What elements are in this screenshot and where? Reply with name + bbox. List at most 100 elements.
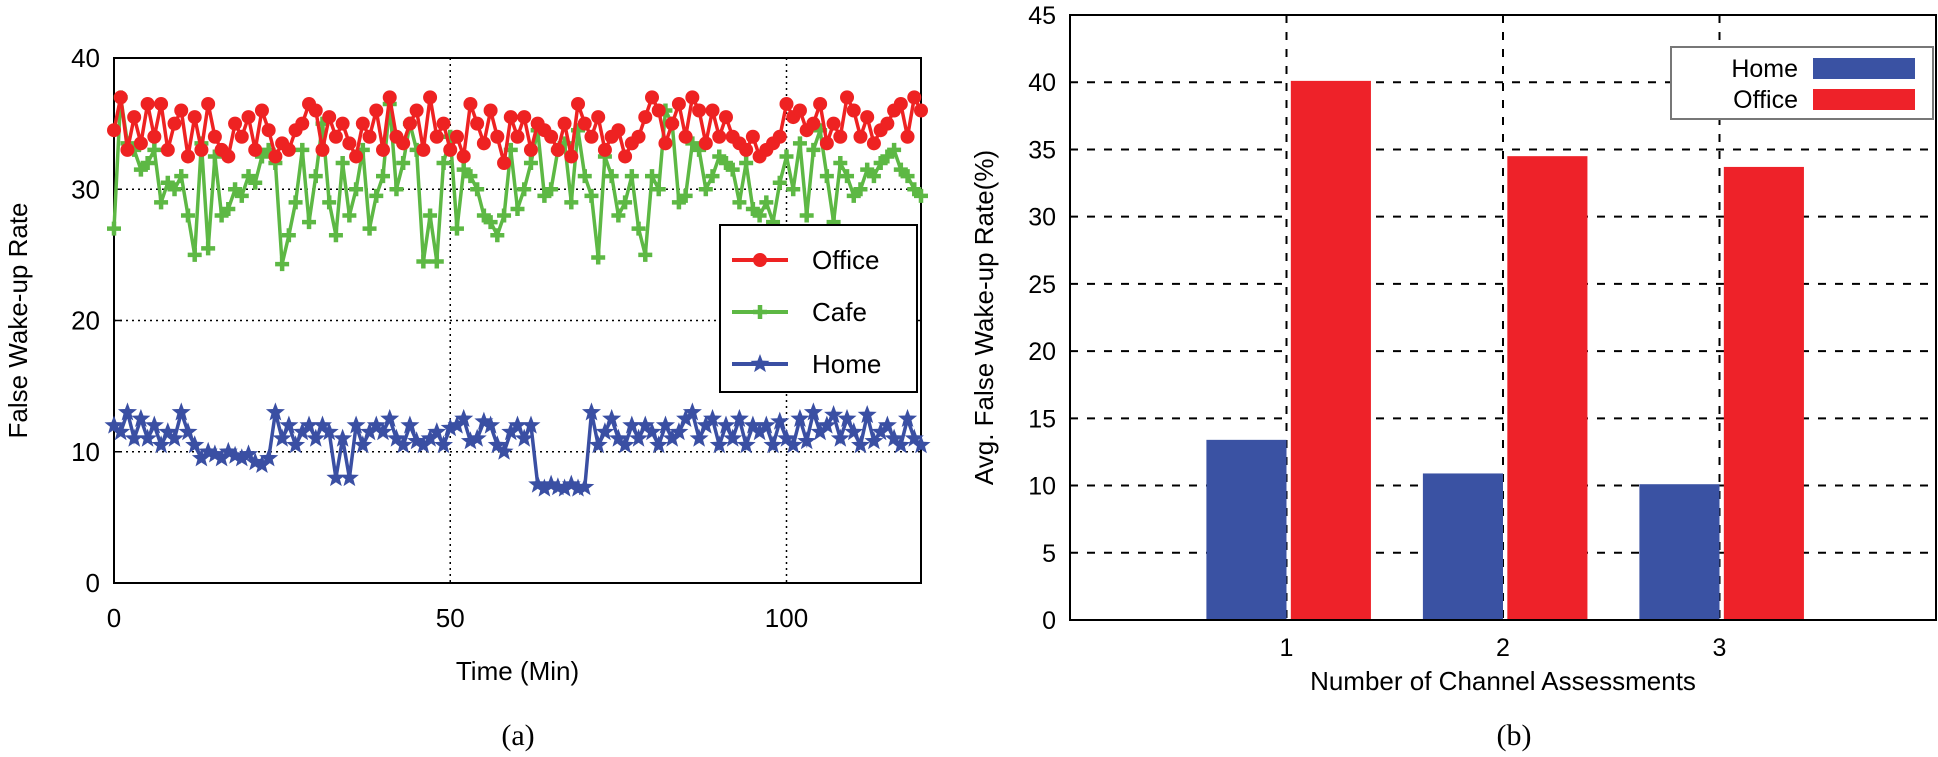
data-point [107, 123, 121, 138]
data-point [427, 422, 447, 441]
data-point [460, 431, 480, 450]
data-point [423, 90, 438, 105]
data-point [618, 149, 633, 164]
data-point [658, 136, 673, 151]
data-point [138, 428, 158, 447]
data-point [306, 428, 326, 447]
data-point [833, 156, 848, 170]
data-point [328, 228, 343, 243]
y-tick-label: 35 [1028, 136, 1056, 164]
data-point [111, 422, 131, 441]
data-point [315, 142, 330, 157]
data-point [360, 422, 380, 441]
data-point [218, 441, 238, 460]
data-point [671, 96, 686, 111]
data-point [174, 169, 189, 184]
data-point [638, 247, 653, 262]
data-point [622, 415, 642, 434]
data-point [154, 96, 169, 111]
data-point [407, 431, 427, 450]
data-point [577, 169, 592, 184]
data-point [642, 422, 662, 441]
data-point [806, 116, 821, 131]
data-point [382, 90, 397, 105]
data-point [481, 415, 501, 434]
data-point [577, 116, 592, 131]
data-point [248, 142, 263, 157]
y-axis-label: Avg. False Wake-up Rate(%) [969, 150, 999, 485]
data-point [678, 188, 693, 203]
data-point [413, 435, 433, 454]
data-point [288, 195, 303, 210]
data-point [239, 444, 258, 463]
data-point [120, 142, 135, 157]
data-point [366, 415, 386, 434]
bar-office [1723, 166, 1804, 620]
data-point [228, 116, 243, 131]
data-point [497, 156, 512, 170]
data-point [436, 156, 451, 170]
data-point [174, 103, 189, 118]
data-point [497, 208, 512, 223]
legend-marker [753, 305, 767, 319]
data-point [180, 149, 195, 164]
x-tick-label: 2 [1496, 634, 1510, 662]
data-point [568, 478, 588, 497]
data-point [319, 422, 339, 441]
data-point [187, 247, 202, 262]
data-point [759, 195, 774, 210]
data-point [604, 169, 619, 184]
data-point [813, 96, 828, 111]
data-point [503, 110, 518, 125]
data-point [819, 136, 834, 151]
data-point [705, 169, 720, 184]
data-point [651, 103, 666, 118]
data-point [447, 415, 467, 434]
data-point [265, 402, 285, 421]
data-point [729, 408, 749, 427]
data-point [463, 169, 478, 184]
data-point [591, 250, 606, 265]
data-point [792, 103, 807, 118]
data-point [158, 422, 178, 441]
data-point [550, 142, 565, 157]
data-point [107, 221, 121, 236]
data-point [355, 116, 370, 131]
data-point [416, 254, 431, 269]
data-point [151, 435, 171, 454]
data-point [436, 116, 451, 131]
caption-b: (b) [1497, 719, 1532, 752]
bar-office [1507, 156, 1588, 620]
y-tick-label: 40 [71, 43, 100, 73]
data-point [584, 188, 599, 203]
y-tick-label: 5 [1042, 540, 1056, 568]
data-point [833, 129, 848, 144]
data-point [510, 129, 525, 144]
data-point [131, 408, 151, 427]
caption-a: (a) [501, 719, 534, 752]
data-point [147, 142, 162, 157]
data-point [763, 435, 783, 454]
legend-label: Home [1731, 55, 1798, 83]
data-point [911, 435, 931, 454]
data-point [638, 110, 653, 125]
data-point [373, 422, 393, 441]
series-home [104, 402, 931, 497]
data-point [682, 402, 702, 421]
data-point [178, 422, 198, 441]
y-tick-label: 10 [1028, 473, 1056, 501]
data-point [127, 110, 142, 125]
data-point [837, 408, 857, 427]
x-tick-label: 0 [107, 603, 121, 633]
data-point [662, 428, 682, 447]
data-point [470, 182, 485, 197]
data-point [786, 182, 801, 197]
data-point [745, 129, 760, 144]
data-point [736, 435, 756, 454]
data-point [322, 195, 337, 210]
data-point [281, 228, 296, 243]
data-point [772, 175, 787, 190]
data-point [490, 129, 505, 144]
data-point [440, 418, 460, 437]
data-point [160, 142, 175, 157]
